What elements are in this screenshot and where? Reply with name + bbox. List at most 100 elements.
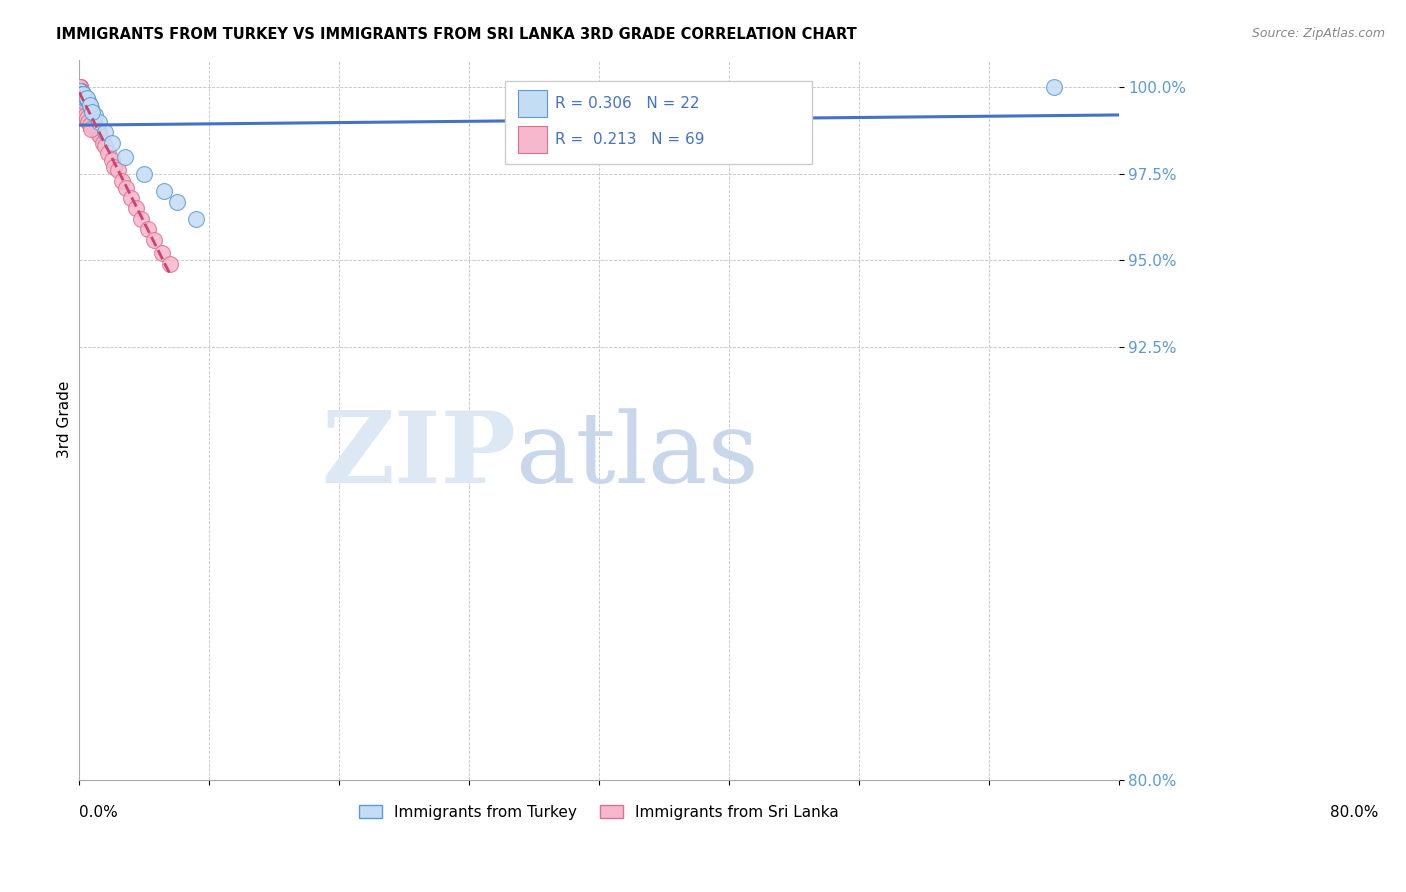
Text: 0.0%: 0.0% — [79, 805, 118, 820]
Point — [70, 94, 93, 108]
Point — [80, 101, 103, 115]
Point — [100, 136, 122, 150]
Point — [75, 91, 97, 105]
Point — [72, 91, 94, 105]
Point — [76, 91, 98, 105]
Point — [120, 191, 142, 205]
Point — [70, 84, 93, 98]
Point — [82, 104, 104, 119]
Point — [75, 108, 97, 122]
Point — [69, 80, 91, 95]
Point — [1042, 80, 1064, 95]
Point — [69, 84, 91, 98]
Point — [166, 194, 188, 209]
Point — [84, 121, 107, 136]
Point — [73, 91, 96, 105]
Point — [69, 84, 91, 98]
Point — [79, 119, 101, 133]
Point — [69, 80, 91, 95]
Point — [94, 125, 117, 139]
Point — [89, 128, 111, 143]
Point — [103, 160, 125, 174]
Point — [100, 153, 122, 167]
Point — [70, 91, 93, 105]
Point — [70, 87, 93, 102]
Point — [69, 80, 91, 95]
Point — [75, 97, 97, 112]
Point — [77, 101, 100, 115]
Point — [83, 108, 105, 122]
Point — [115, 180, 138, 194]
Text: IMMIGRANTS FROM TURKEY VS IMMIGRANTS FROM SRI LANKA 3RD GRADE CORRELATION CHART: IMMIGRANTS FROM TURKEY VS IMMIGRANTS FRO… — [56, 27, 858, 42]
Text: R = 0.306   N = 22: R = 0.306 N = 22 — [555, 96, 700, 111]
Point — [79, 104, 101, 119]
Text: atlas: atlas — [516, 408, 758, 503]
Point — [159, 257, 181, 271]
Point — [132, 167, 155, 181]
Text: 80.0%: 80.0% — [1330, 805, 1378, 820]
Text: R =  0.213   N = 69: R = 0.213 N = 69 — [555, 132, 704, 147]
Point — [73, 104, 96, 119]
Point — [69, 80, 91, 95]
Point — [87, 115, 110, 129]
Point — [80, 108, 103, 122]
Point — [70, 91, 93, 105]
Point — [75, 97, 97, 112]
Point — [75, 94, 97, 108]
Point — [70, 84, 93, 98]
Point — [76, 97, 98, 112]
Point — [76, 112, 98, 126]
Point — [69, 84, 91, 98]
Text: ZIP: ZIP — [321, 407, 516, 504]
Point — [79, 108, 101, 122]
Point — [125, 202, 148, 216]
Point — [87, 125, 110, 139]
Point — [150, 246, 173, 260]
Point — [73, 94, 96, 108]
Point — [69, 87, 91, 102]
Point — [73, 94, 96, 108]
Point — [80, 121, 103, 136]
Point — [73, 91, 96, 105]
Point — [152, 184, 174, 198]
Point — [70, 87, 93, 102]
Text: Source: ZipAtlas.com: Source: ZipAtlas.com — [1251, 27, 1385, 40]
Point — [77, 104, 100, 119]
Point — [72, 97, 94, 112]
Point — [111, 174, 134, 188]
Point — [69, 80, 91, 95]
Point — [184, 211, 207, 226]
Point — [107, 163, 129, 178]
Point — [69, 84, 91, 98]
Point — [131, 211, 153, 226]
Point — [114, 149, 136, 163]
Point — [70, 87, 93, 102]
Point — [72, 94, 94, 108]
Point — [72, 87, 94, 102]
Point — [69, 80, 91, 95]
Point — [136, 222, 159, 236]
Point — [70, 84, 93, 98]
Point — [70, 87, 93, 102]
Point — [69, 80, 91, 95]
Point — [72, 87, 94, 102]
Point — [86, 125, 108, 139]
Point — [70, 91, 93, 105]
Y-axis label: 3rd Grade: 3rd Grade — [58, 381, 72, 458]
Point — [97, 146, 120, 161]
Point — [76, 101, 98, 115]
Point — [79, 97, 101, 112]
Point — [72, 87, 94, 102]
Point — [82, 112, 104, 126]
Bar — [517, 126, 547, 153]
Point — [72, 101, 94, 115]
Point — [94, 139, 117, 153]
Bar — [517, 90, 547, 117]
Point — [91, 136, 114, 150]
Point — [79, 97, 101, 112]
FancyBboxPatch shape — [505, 81, 811, 164]
Point — [143, 233, 166, 247]
Point — [83, 119, 105, 133]
Legend: Immigrants from Turkey, Immigrants from Sri Lanka: Immigrants from Turkey, Immigrants from … — [353, 798, 845, 826]
Point — [72, 94, 94, 108]
